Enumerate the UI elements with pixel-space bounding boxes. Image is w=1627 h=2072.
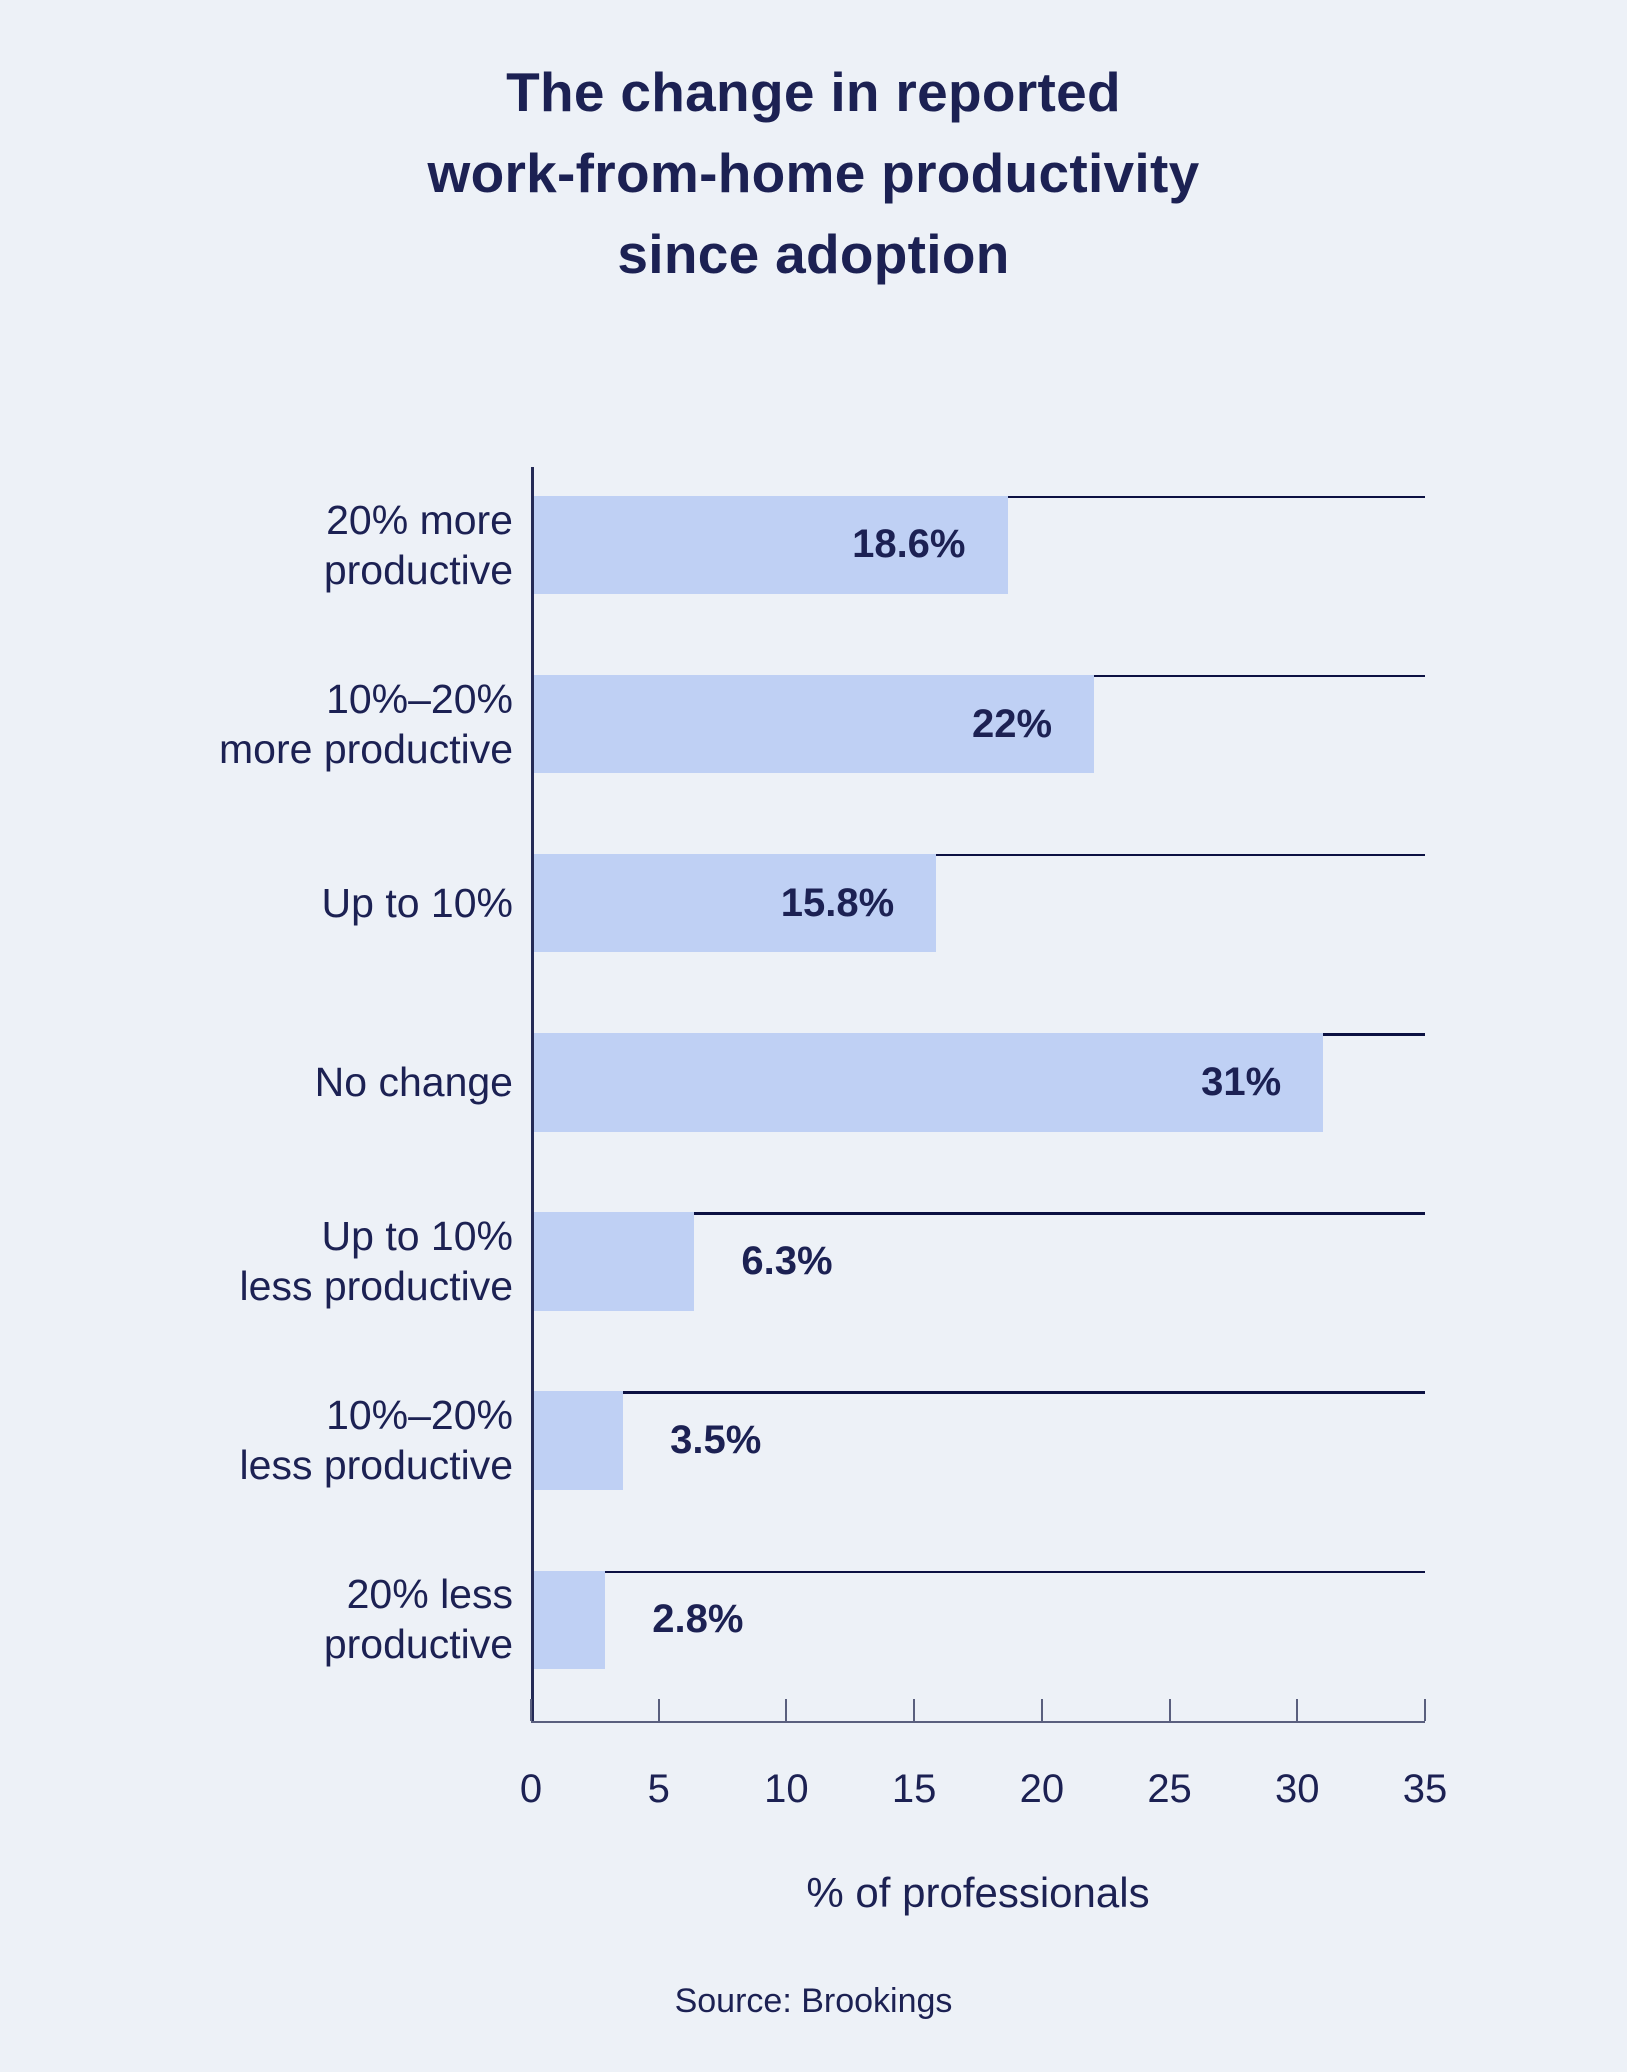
bar — [534, 1570, 606, 1670]
bar — [534, 1212, 695, 1311]
chart-title-line-2: work-from-home productivity — [427, 141, 1200, 204]
chart-title-line-3: since adoption — [617, 222, 1010, 285]
category-label: 20% more productive — [60, 467, 531, 646]
plot-cell: 18.6% — [531, 467, 1425, 647]
chart-row: Up to 10% less productive 6.3% — [60, 1183, 1425, 1363]
category-label-line: less productive — [239, 1263, 513, 1310]
x-axis-tick-label: 30 — [1275, 1767, 1320, 1811]
chart-row: 10%–20% more productive 22% — [60, 646, 1425, 826]
x-axis-tick-label: 25 — [1147, 1767, 1192, 1811]
x-axis-tick-mark — [1296, 1699, 1299, 1721]
category-label-line: more productive — [219, 725, 513, 772]
category-label-line: Up to 10% — [321, 879, 513, 926]
bar — [534, 1033, 1324, 1132]
plot-cell: 31% — [531, 1004, 1425, 1184]
x-axis-label: % of professionals — [806, 1869, 1150, 1916]
bar — [534, 495, 1008, 595]
plot-cell: 15.8% — [531, 825, 1425, 1005]
bar-value-label: 18.6% — [852, 522, 966, 567]
x-axis-tick-label: 15 — [891, 1767, 937, 1811]
bar — [534, 674, 1095, 774]
x-axis-tick-mark — [785, 1699, 788, 1721]
chart-title-line-1: The change in reported — [506, 61, 1121, 123]
bar-value-label: 2.8% — [652, 1597, 744, 1642]
x-axis-tick-label: 20 — [1019, 1767, 1065, 1811]
category-label: 10%–20% more productive — [60, 646, 531, 825]
chart-title: The change in reported work-from-home pr… — [0, 52, 1627, 295]
chart-row: 10%–20% less productive 3.5% — [60, 1362, 1425, 1542]
x-axis-tick-mark — [1424, 1699, 1426, 1721]
chart-row: 20% less productive 2.8% — [60, 1541, 1425, 1721]
category-label: Up to 10% — [60, 825, 531, 1004]
category-label-line: 20% less — [346, 1571, 513, 1618]
bar-value-label: 22% — [971, 701, 1053, 746]
x-axis-tick-label: 5 — [647, 1767, 670, 1811]
category-label-line: productive — [323, 546, 513, 593]
category-label-line: productive — [323, 1621, 513, 1668]
row-gridline — [534, 1570, 1425, 1573]
x-axis: % of professionals 0 5 10 15 20 25 30 35 — [520, 1699, 1447, 1916]
bar-chart-plot-area: 20% more productive 18.6% 10%–20% more pro… — [60, 467, 1425, 1721]
category-label-line: Up to 10% — [321, 1213, 513, 1260]
x-axis-tick-mark — [657, 1699, 660, 1721]
chart-row: 20% more productive 18.6% — [60, 467, 1425, 647]
category-label: No change — [60, 1004, 531, 1183]
plot-cell: 6.3% — [531, 1183, 1425, 1363]
x-axis-tick-mark — [1168, 1699, 1171, 1721]
category-label-line: less productive — [239, 1442, 513, 1489]
row-gridline — [534, 1391, 1425, 1394]
chart-row: Up to 10% 15.8% — [60, 825, 1425, 1005]
chart-row: No change 31% — [60, 1004, 1425, 1184]
row-gridline — [534, 853, 1425, 857]
category-label-line: 10%–20% — [326, 1392, 513, 1439]
row-gridline — [534, 1212, 1425, 1215]
x-axis-tick-mark — [913, 1699, 916, 1721]
bar-value-label: 3.5% — [670, 1418, 762, 1463]
category-label: 10%–20% less productive — [60, 1363, 531, 1542]
category-label: 20% less productive — [60, 1542, 531, 1721]
category-label-line: No change — [314, 1058, 513, 1105]
x-axis-tick-label: 10 — [764, 1767, 809, 1811]
plot-cell: 3.5% — [531, 1362, 1425, 1542]
x-axis-tick-mark — [530, 1699, 532, 1721]
x-axis-tick-label: 35 — [1402, 1767, 1448, 1811]
bar-value-label: 6.3% — [741, 1238, 833, 1283]
x-axis-tick-label: 0 — [519, 1767, 543, 1811]
bar-value-label: 15.8% — [780, 880, 895, 925]
x-axis-tick-mark — [1040, 1699, 1043, 1721]
bar — [534, 1391, 624, 1490]
category-label: Up to 10% less productive — [60, 1184, 531, 1363]
plot-cell: 22% — [531, 646, 1425, 826]
category-label-line: 20% more — [326, 496, 513, 543]
plot-cell: 2.8% — [531, 1541, 1425, 1721]
bar — [534, 853, 937, 953]
category-label-line: 10%–20% — [326, 675, 513, 722]
bar-value-label: 31% — [1201, 1059, 1282, 1104]
source-credit: Source: Brookings — [674, 1982, 953, 2020]
